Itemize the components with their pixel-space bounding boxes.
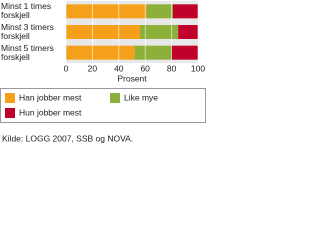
legend-swatch [5, 108, 15, 118]
bar-segment [178, 25, 198, 39]
x-tick-label: 100 [191, 63, 205, 73]
bar-segment [172, 4, 198, 19]
x-tick-label: 20 [88, 63, 98, 73]
legend-label: Like mye [124, 92, 158, 102]
category-label: Minst 3 timers forskjell [1, 22, 54, 41]
x-tick-label: 0 [64, 63, 69, 73]
legend-label: Hun jobber mest [19, 107, 82, 117]
x-tick-label: 40 [114, 63, 124, 73]
bar-segment [139, 25, 179, 39]
bar-segment [66, 25, 140, 39]
bar-segment [134, 45, 172, 60]
x-tick-label: 80 [167, 63, 177, 73]
legend-swatch [5, 93, 15, 103]
category-label: Minst 5 timers forskjell [1, 42, 54, 62]
x-axis-label: Prosent [117, 73, 147, 83]
bar-segment [146, 4, 173, 19]
legend-swatch [110, 93, 120, 103]
legend-box [0, 88, 206, 123]
category-label: Minst 1 times forskjell [1, 1, 52, 21]
chart-svg: Prosent Kilde: LOGG 2007, SSB og NOVA. 0… [0, 1, 206, 143]
bar-segment [66, 45, 135, 60]
bar-segment [66, 4, 147, 19]
bar-segment [171, 45, 198, 60]
chart: Prosent Kilde: LOGG 2007, SSB og NOVA. 0… [0, 0, 207, 146]
source: Kilde: LOGG 2007, SSB og NOVA. [2, 133, 133, 143]
x-tick-label: 60 [140, 63, 150, 73]
legend-label: Han jobber mest [19, 92, 82, 102]
